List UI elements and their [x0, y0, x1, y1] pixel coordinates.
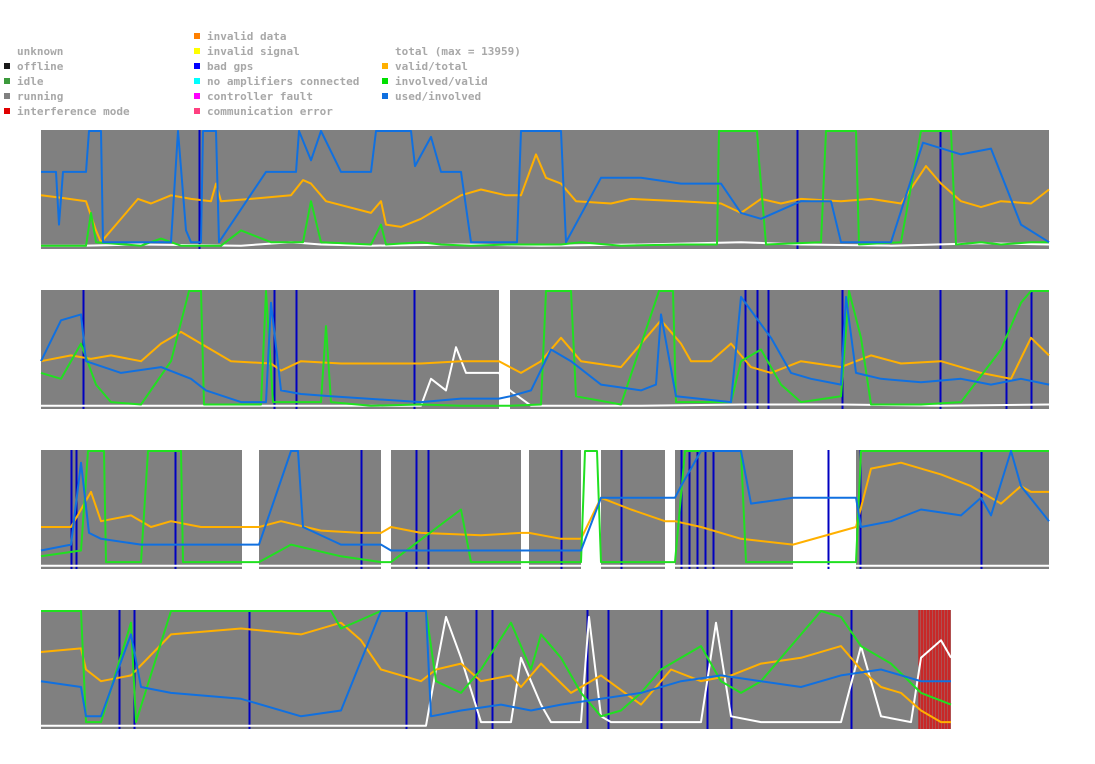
legend-label: total (max = 13959) [395, 45, 521, 58]
legend-item-ratios: used/involved [382, 89, 482, 104]
legend-swatch [194, 93, 200, 99]
legend-item-errors: invalid data [194, 29, 287, 44]
series-line-valid-total [41, 461, 1049, 546]
chart-row-3 [40, 450, 1050, 569]
legend-item-ratios: valid/total [382, 59, 468, 74]
legend-label: running [17, 90, 64, 103]
legend-item-errors: bad gps [194, 59, 254, 74]
series-line-involved-valid [41, 610, 952, 724]
legend-label: interference mode [17, 105, 130, 118]
legend-swatch [4, 63, 10, 69]
legend-item-status: unknown [4, 44, 64, 59]
unknown-gap [242, 450, 259, 569]
legend: unknown offline idle running interference mo… [0, 0, 1095, 125]
legend-item-status: interference mode [4, 104, 130, 119]
legend-swatch [382, 48, 388, 54]
legend-item-errors: communication error [194, 104, 333, 119]
legend-label: offline [17, 60, 64, 73]
series-line-total [41, 615, 952, 727]
series-line-involved-valid [41, 130, 1049, 247]
legend-swatch [4, 78, 10, 84]
legend-item-ratios: involved/valid [382, 74, 488, 89]
legend-label: involved/valid [395, 75, 488, 88]
legend-swatch [194, 48, 200, 54]
legend-label: unknown [17, 45, 64, 58]
legend-label: no amplifiers connected [207, 75, 360, 88]
legend-label: invalid data [207, 30, 287, 43]
legend-swatch [382, 93, 388, 99]
legend-label: valid/total [395, 60, 468, 73]
legend-swatch [4, 93, 10, 99]
legend-item-errors: invalid signal [194, 44, 300, 59]
legend-swatch [194, 108, 200, 114]
series-line-used-involved [40, 610, 951, 718]
legend-swatch [4, 48, 10, 54]
legend-label: communication error [207, 105, 333, 118]
running-background [41, 450, 1049, 569]
legend-label: used/involved [395, 90, 482, 103]
legend-swatch [382, 63, 388, 69]
chart-row-2 [40, 290, 1050, 409]
legend-label: invalid signal [207, 45, 300, 58]
legend-label: idle [17, 75, 44, 88]
legend-item-ratios: total (max = 13959) [382, 44, 521, 59]
legend-item-errors: no amplifiers connected [194, 74, 360, 89]
unknown-gap [665, 450, 675, 569]
series-line-used-involved [41, 130, 1050, 244]
legend-item-status: offline [4, 59, 64, 74]
unknown-gap [499, 290, 510, 409]
legend-item-errors: controller fault [194, 89, 313, 104]
legend-item-status: running [4, 89, 64, 104]
legend-swatch [194, 33, 200, 39]
running-background [41, 130, 1049, 249]
chart-row-4 [40, 610, 952, 729]
legend-item-status: idle [4, 74, 44, 89]
series-line-valid-total [40, 621, 951, 724]
legend-swatch [194, 78, 200, 84]
legend-label: controller fault [207, 90, 313, 103]
unknown-gap [521, 450, 529, 569]
unknown-gap [793, 450, 856, 569]
running-background [41, 610, 951, 729]
legend-swatch [4, 108, 10, 114]
series-line-used-involved [40, 295, 1050, 404]
series-line-valid-total [40, 153, 1050, 244]
unknown-gap [381, 450, 391, 569]
legend-swatch [194, 63, 200, 69]
chart-row-1 [40, 130, 1050, 249]
legend-swatch [382, 78, 388, 84]
series-line-total [41, 346, 1050, 407]
series-line-involved-valid [40, 290, 1049, 407]
legend-label: bad gps [207, 60, 254, 73]
series-line-used-involved [40, 450, 1050, 552]
